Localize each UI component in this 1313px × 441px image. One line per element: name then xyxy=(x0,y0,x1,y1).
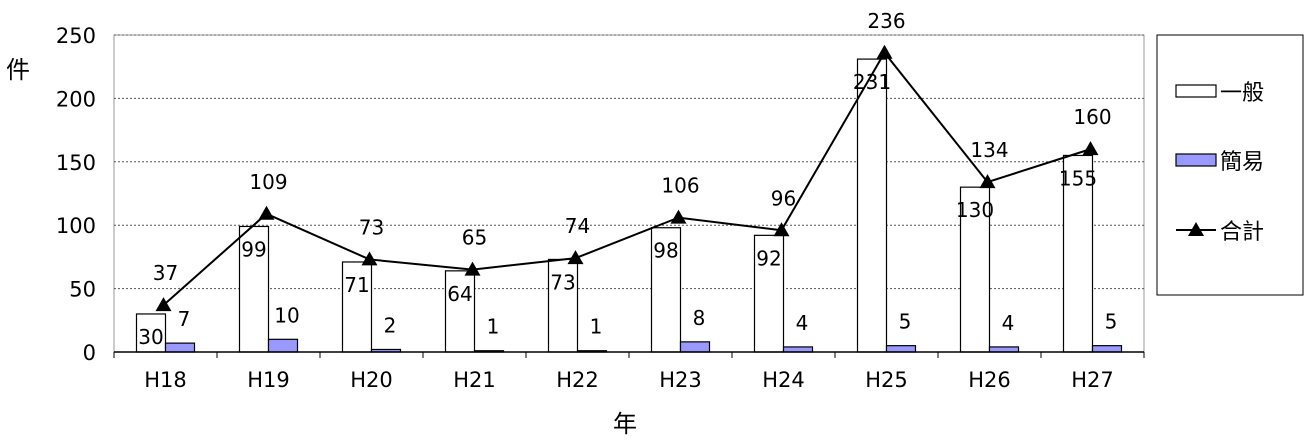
bar-general xyxy=(650,227,682,353)
label-simple: 2 xyxy=(384,313,397,337)
bar-general xyxy=(341,261,373,353)
label-simple: 5 xyxy=(899,310,912,334)
total-marker xyxy=(464,261,481,276)
x-tick-label: H23 xyxy=(659,368,702,392)
total-marker xyxy=(155,297,172,312)
total-line xyxy=(155,44,1099,312)
bar-general xyxy=(1062,154,1094,353)
bar-simple xyxy=(679,341,711,353)
y-tick-label: 150 xyxy=(56,151,96,175)
label-total: 160 xyxy=(1073,105,1111,129)
x-axis-title: 年 xyxy=(613,410,637,438)
total-series-line xyxy=(162,50,1091,306)
label-simple: 4 xyxy=(796,311,809,335)
x-tick-label: H18 xyxy=(144,368,187,392)
label-total: 106 xyxy=(661,174,699,198)
label-general: 155 xyxy=(1059,166,1097,190)
label-general: 130 xyxy=(956,198,994,222)
bar-simple xyxy=(267,338,299,353)
total-marker xyxy=(876,44,893,59)
bars xyxy=(135,58,1123,353)
legend-swatch-total-marker xyxy=(1188,222,1204,236)
bar-simple xyxy=(885,345,917,353)
y-tick-label: 0 xyxy=(83,341,96,365)
label-total: 236 xyxy=(867,9,905,33)
legend-swatch-simple xyxy=(1175,153,1217,167)
bar-simple xyxy=(1091,345,1123,353)
x-tick-label: H24 xyxy=(762,368,805,392)
label-simple: 4 xyxy=(1002,311,1015,335)
total-marker xyxy=(567,250,584,265)
label-total: 109 xyxy=(249,170,287,194)
label-simple: 10 xyxy=(274,303,299,327)
label-simple: 8 xyxy=(693,306,706,330)
total-marker xyxy=(1082,141,1099,156)
label-simple: 5 xyxy=(1105,310,1118,334)
x-tick-label: H26 xyxy=(968,368,1011,392)
label-total: 134 xyxy=(970,138,1008,162)
label-general: 98 xyxy=(653,239,678,263)
x-tick-label: H22 xyxy=(556,368,599,392)
x-tick-label: H20 xyxy=(350,368,393,392)
y-tick-label: 200 xyxy=(56,87,96,111)
label-general: 71 xyxy=(344,273,369,297)
legend-label-total: 合計 xyxy=(1220,220,1264,245)
x-tick-label: H21 xyxy=(453,368,496,392)
bar-general xyxy=(753,234,785,353)
bar-simple xyxy=(782,346,814,353)
label-general: 73 xyxy=(550,270,575,294)
y-tick-label: 50 xyxy=(69,278,96,302)
total-marker xyxy=(773,222,790,237)
y-axis-title: 件 xyxy=(6,56,30,84)
label-simple: 1 xyxy=(487,315,500,339)
label-simple: 1 xyxy=(590,315,603,339)
bar-simple xyxy=(164,342,196,353)
legend-label-simple: 簡易 xyxy=(1220,150,1264,175)
total-marker xyxy=(361,251,378,266)
label-general: 64 xyxy=(447,282,472,306)
x-tick-label: H27 xyxy=(1071,368,1114,392)
y-tick-label: 100 xyxy=(56,214,96,238)
label-general: 99 xyxy=(241,237,266,261)
total-marker xyxy=(979,174,996,189)
bar-general xyxy=(959,186,991,353)
label-total: 37 xyxy=(153,261,178,285)
total-marker xyxy=(670,209,687,224)
bar-simple xyxy=(988,346,1020,353)
label-total: 73 xyxy=(359,215,384,239)
label-total: 96 xyxy=(771,186,796,210)
legend-swatch-general xyxy=(1175,84,1217,98)
label-general: 231 xyxy=(853,70,891,94)
label-general: 30 xyxy=(138,325,163,349)
data-labels: 30 7 99 10 71 2 64 1 73 1 98 8 92 4 231 5 130 4 155 5 37 109 7… xyxy=(138,9,1117,349)
x-tick-label: H19 xyxy=(247,368,290,392)
label-general: 92 xyxy=(756,246,781,270)
bar-general xyxy=(856,58,888,353)
x-tick-label: H25 xyxy=(865,368,908,392)
label-total: 65 xyxy=(462,226,487,250)
label-simple: 7 xyxy=(178,307,191,331)
legend-label-general: 一般 xyxy=(1220,81,1264,106)
axes: 0 50 100 150 200 250 H18 H19 H20 H21 H22 H23 H24 H25 H… xyxy=(56,24,1145,392)
label-total: 74 xyxy=(565,214,590,238)
y-tick-label: 250 xyxy=(56,24,96,48)
total-marker xyxy=(258,205,275,220)
bar-general xyxy=(238,225,270,353)
